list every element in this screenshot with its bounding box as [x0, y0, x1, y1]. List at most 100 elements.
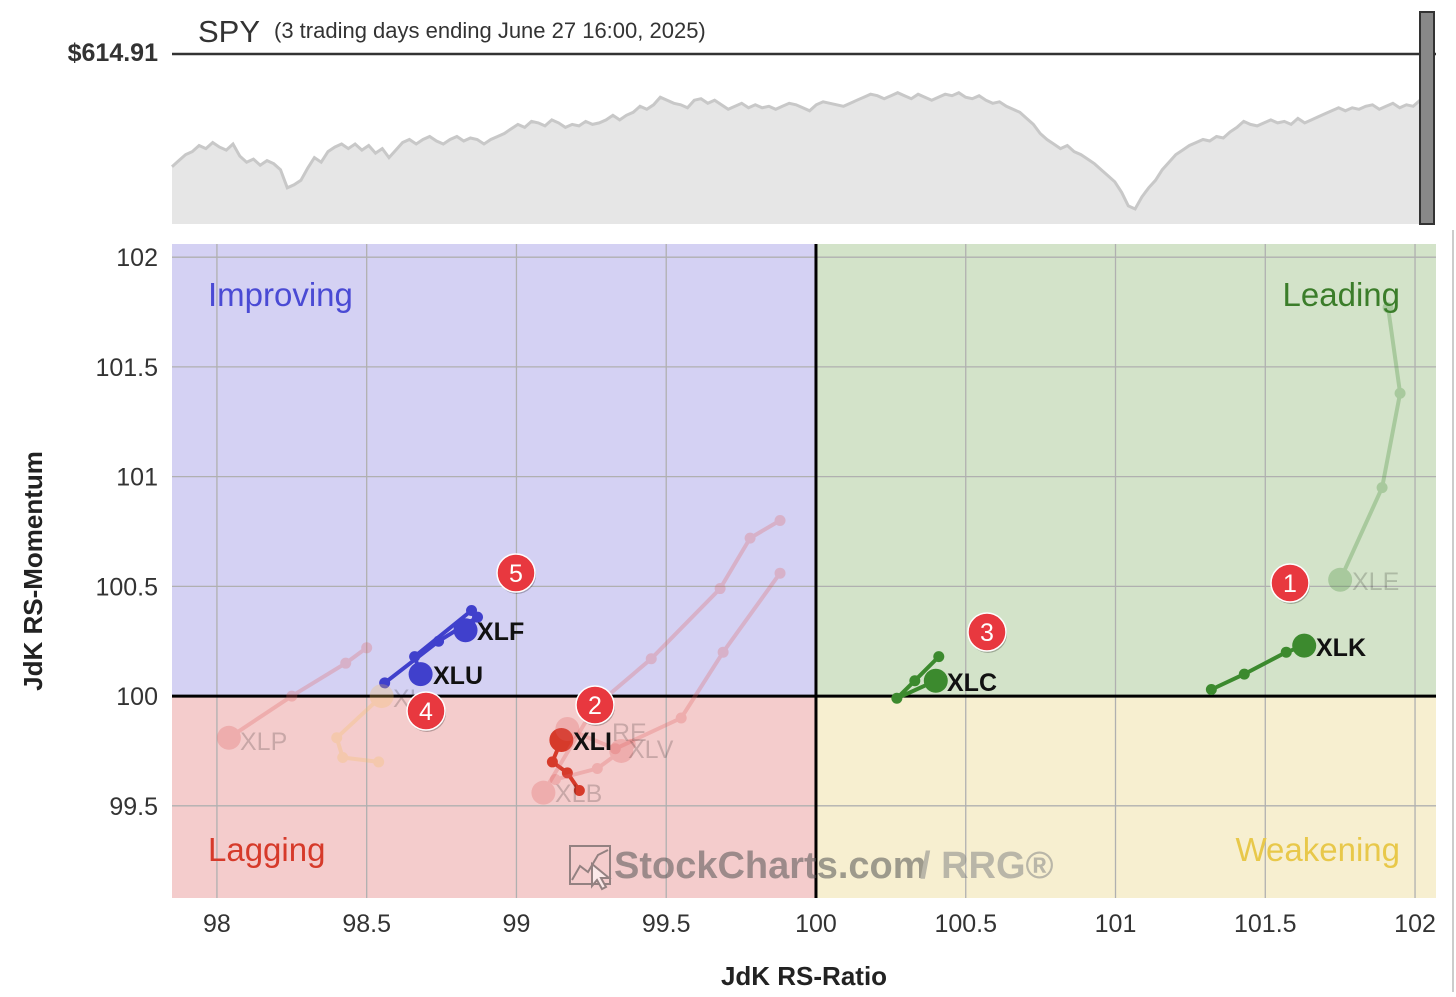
tail-point	[774, 567, 786, 579]
series-label: XLE	[1352, 568, 1399, 596]
tail-point	[774, 515, 786, 527]
x-tick-label: 101	[1095, 910, 1137, 938]
tail-line-xlre	[566, 572, 782, 751]
stockcharts-logo-icon	[569, 845, 612, 891]
tail-point	[340, 657, 352, 669]
annotation-number: 2	[588, 692, 602, 720]
series-label: XLF	[477, 618, 524, 646]
quadrant-label-leading: Leading	[1283, 276, 1400, 313]
tail-point	[466, 605, 478, 617]
x-tick-label: 102	[1394, 910, 1436, 938]
quadrant-weakening	[815, 696, 1436, 898]
head-point-xlp	[216, 725, 241, 750]
tail-xlu	[408, 605, 478, 687]
tail-point	[1205, 684, 1217, 696]
tail-point	[717, 646, 729, 658]
tail-xlk	[1205, 633, 1317, 696]
y-tick-label: 101	[116, 464, 158, 492]
tail-point	[591, 763, 603, 775]
watermark-text: StockCharts.com	[614, 845, 927, 887]
tail-point	[1280, 646, 1292, 658]
tail-xle	[1328, 302, 1406, 592]
x-tick-label: 100	[795, 910, 837, 938]
tail-point	[909, 675, 921, 687]
x-tick-label: 98.5	[342, 910, 391, 938]
tail-point	[286, 690, 298, 702]
tail-point	[549, 773, 561, 785]
series-label: XLI	[573, 728, 612, 756]
tail-line-xlv	[554, 742, 633, 782]
tail-point	[409, 651, 421, 663]
tail-point	[645, 653, 657, 665]
tail-point	[675, 712, 687, 724]
tail-point	[331, 732, 343, 744]
annotation-marker: 3	[967, 612, 1007, 653]
spy-subtitle: (3 trading days ending June 27 16:00, 20…	[274, 18, 706, 43]
tail-line-xly	[334, 694, 384, 764]
quadrant-backgrounds	[172, 244, 1436, 898]
tail-xly	[331, 684, 394, 768]
rrg-annotations: 1 2 3 4 5	[406, 553, 1310, 732]
series-label: XLC	[947, 669, 997, 697]
y-tick-label: 100.5	[95, 573, 158, 601]
series-label: XLU	[433, 662, 483, 690]
tail-point	[891, 692, 903, 704]
head-point-xlk	[1292, 633, 1317, 658]
x-tick-labels: 98 98.5 99 99.5 100 100.5 101 101.5 102	[203, 910, 1436, 938]
series-label: XLV	[628, 736, 674, 764]
head-point-xlb	[531, 780, 556, 805]
x-axis-title: JdK RS-Ratio	[721, 961, 887, 991]
y-axis-title: JdK RS-Momentum	[18, 451, 48, 691]
spy-panel: SPY (3 trading days ending June 27 16:00…	[68, 11, 1436, 225]
y-tick-label: 99.5	[109, 793, 158, 821]
tail-point	[361, 642, 373, 654]
tail-point	[337, 752, 349, 764]
annotation-circle	[967, 612, 1007, 652]
series-label: XLP	[240, 728, 287, 756]
tail-point	[1238, 668, 1250, 680]
x-tick-label: 99	[503, 910, 531, 938]
x-tick-label: 101.5	[1234, 910, 1297, 938]
annotation-circle	[1270, 563, 1310, 603]
spy-symbol: SPY	[198, 14, 260, 49]
tail-point	[624, 738, 636, 750]
tail-point	[1376, 482, 1388, 494]
annotation-marker: 4	[406, 691, 446, 732]
y-tick-label: 102	[116, 244, 158, 272]
x-tick-label: 98	[203, 910, 231, 938]
quadrant-label-weakening: Weakening	[1235, 831, 1400, 868]
annotation-circle	[406, 691, 446, 731]
series-label: XLB	[555, 780, 602, 808]
annotation-circle	[496, 553, 536, 593]
head-point-xlf	[453, 618, 478, 643]
head-point-xle	[1328, 567, 1353, 592]
tail-point	[373, 756, 385, 768]
annotation-number: 1	[1283, 570, 1297, 598]
tail-xlf	[379, 611, 484, 689]
annotation-number: 4	[419, 698, 433, 726]
quadrant-label-lagging: Lagging	[208, 831, 325, 868]
watermark-suffix: / RRG®	[920, 845, 1054, 887]
tail-point	[379, 677, 391, 689]
spy-range-slider[interactable]	[1419, 11, 1435, 225]
head-point-xlv	[609, 738, 634, 763]
x-tick-label: 99.5	[642, 910, 691, 938]
tail-line-xlc	[894, 655, 941, 701]
head-point-xlre	[555, 717, 580, 742]
tail-xlv	[549, 738, 636, 785]
tail-point	[609, 743, 621, 755]
stockcharts-watermark: StockCharts.com / RRG®	[569, 845, 1054, 891]
tail-xlc	[891, 651, 948, 704]
spy-price-line	[170, 90, 1422, 211]
spy-price: $614.91	[68, 39, 158, 67]
y-tick-label: 100	[116, 683, 158, 711]
tail-point	[933, 651, 945, 663]
head-point-xly	[369, 684, 394, 709]
tail-point	[1394, 387, 1406, 399]
tail-xlre	[555, 567, 786, 755]
tail-point	[714, 583, 726, 595]
annotation-number: 5	[509, 560, 523, 588]
center-axes	[172, 244, 1436, 898]
tail-point	[546, 756, 558, 768]
